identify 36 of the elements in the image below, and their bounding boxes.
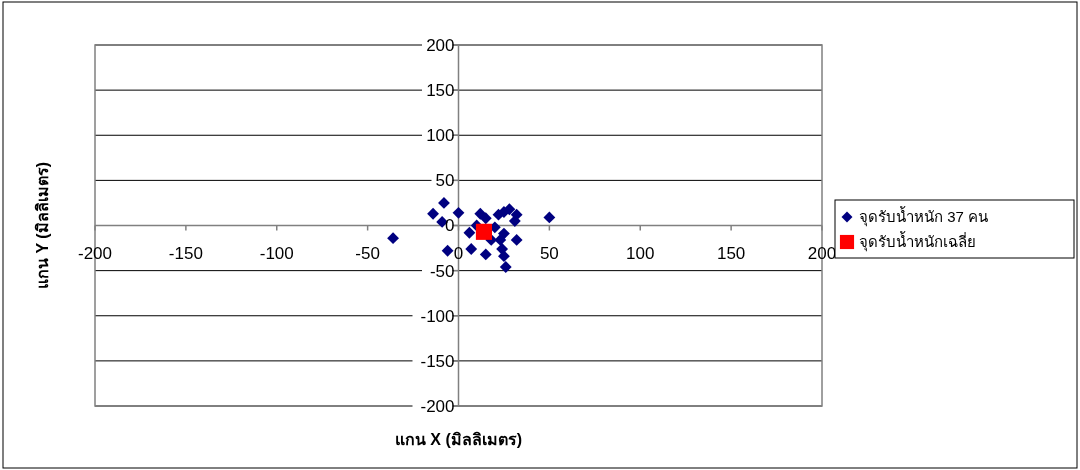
point [427,207,439,220]
y-tick-label: -100 [420,306,455,326]
y-tick-label: 150 [426,81,455,101]
point [543,211,556,224]
point [441,244,454,257]
point [498,250,510,263]
x-axis-title: แกน X (มิลลิเมตร) [394,431,523,448]
y-tick-label: 100 [426,126,455,146]
point [387,232,399,245]
point [510,234,523,246]
point [452,206,465,219]
point [474,207,487,220]
y-axis-title: แกน Y (มิลลิเมตร) [34,162,51,289]
x-tick-label: -100 [259,243,294,263]
legend-label: จุดรับน้ำหนัก 37 คน [859,206,989,228]
y-tick-label: -150 [420,351,455,371]
x-tick-label: -50 [355,243,380,263]
y-tick-label: 200 [426,35,455,55]
point [463,226,476,239]
x-tick-label: 50 [539,243,559,263]
legend-label: จุดรับน้ำหนักเฉลี่ย [859,231,976,253]
y-tick-label: -200 [420,396,455,416]
y-tick-label: -50 [429,261,455,281]
x-tick-label: 200 [807,243,837,263]
y-tick-label: 0 [445,216,455,236]
y-tick-label: 50 [435,171,455,191]
x-tick-label: -200 [77,243,113,263]
point [465,243,478,255]
point [499,261,512,273]
x-tick-label: 100 [626,243,655,263]
x-tick-label: -150 [168,243,203,263]
point [494,234,507,246]
x-tick-label: 150 [716,243,746,263]
point [438,197,450,209]
point [475,223,493,240]
point [479,248,492,261]
